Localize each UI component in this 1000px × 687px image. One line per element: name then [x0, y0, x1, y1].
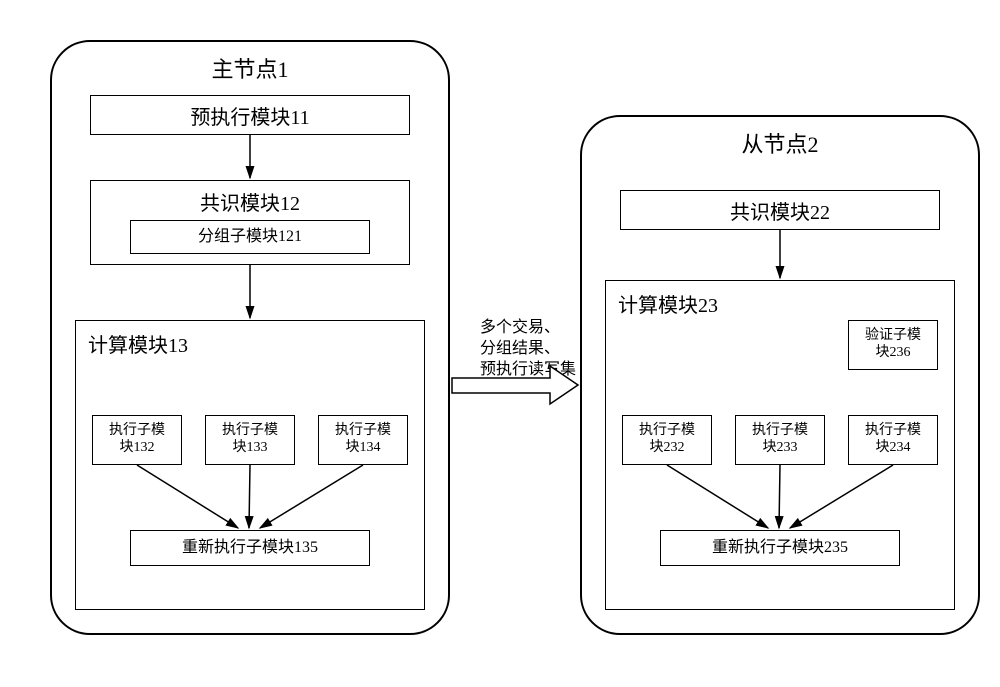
compute-2-label: 计算模块23 [606, 281, 954, 318]
compute-1-label: 计算模块13 [76, 321, 424, 358]
exec-sub-132-label: 执行子模 块132 [109, 423, 165, 457]
reexec-sub-135: 重新执行子模块135 [130, 530, 370, 566]
exec-sub-134-label: 执行子模 块134 [335, 423, 391, 457]
exec-sub-232: 执行子模 块232 [622, 415, 712, 465]
diagram-canvas: 主节点1 预执行模块11 共识模块12 分组子模块121 计算模块13 执行子模… [20, 20, 1000, 667]
transfer-line-1: 多个交易、 [480, 318, 576, 339]
reexec-135-label: 重新执行子模块135 [182, 538, 318, 557]
exec-sub-133: 执行子模 块133 [205, 415, 295, 465]
consensus-1-label: 共识模块12 [91, 181, 409, 216]
verify-sub-236: 验证子模 块236 [848, 320, 938, 370]
group-sub-label: 分组子模块121 [198, 227, 302, 246]
exec-sub-234-label: 执行子模 块234 [865, 423, 921, 457]
slave-node-title: 从节点2 [582, 127, 978, 159]
verify-236-label: 验证子模 块236 [865, 328, 921, 362]
exec-sub-134: 执行子模 块134 [318, 415, 408, 465]
exec-sub-133-label: 执行子模 块133 [222, 423, 278, 457]
pre-exec-label: 预执行模块11 [190, 101, 309, 130]
reexec-235-label: 重新执行子模块235 [712, 538, 848, 557]
exec-sub-232-label: 执行子模 块232 [639, 423, 695, 457]
exec-sub-132: 执行子模 块132 [92, 415, 182, 465]
transfer-label: 多个交易、 分组结果、 预执行读写集 [480, 318, 576, 380]
exec-sub-233-label: 执行子模 块233 [752, 423, 808, 457]
group-submodule: 分组子模块121 [130, 220, 370, 254]
transfer-line-2: 分组结果、 [480, 339, 576, 360]
exec-sub-233: 执行子模 块233 [735, 415, 825, 465]
consensus-2-label: 共识模块22 [730, 196, 830, 225]
pre-exec-module: 预执行模块11 [90, 95, 410, 135]
exec-sub-234: 执行子模 块234 [848, 415, 938, 465]
reexec-sub-235: 重新执行子模块235 [660, 530, 900, 566]
transfer-line-3: 预执行读写集 [480, 360, 576, 381]
compute-module-1: 计算模块13 [75, 320, 425, 610]
consensus-module-2: 共识模块22 [620, 190, 940, 230]
master-node-title: 主节点1 [52, 52, 448, 84]
